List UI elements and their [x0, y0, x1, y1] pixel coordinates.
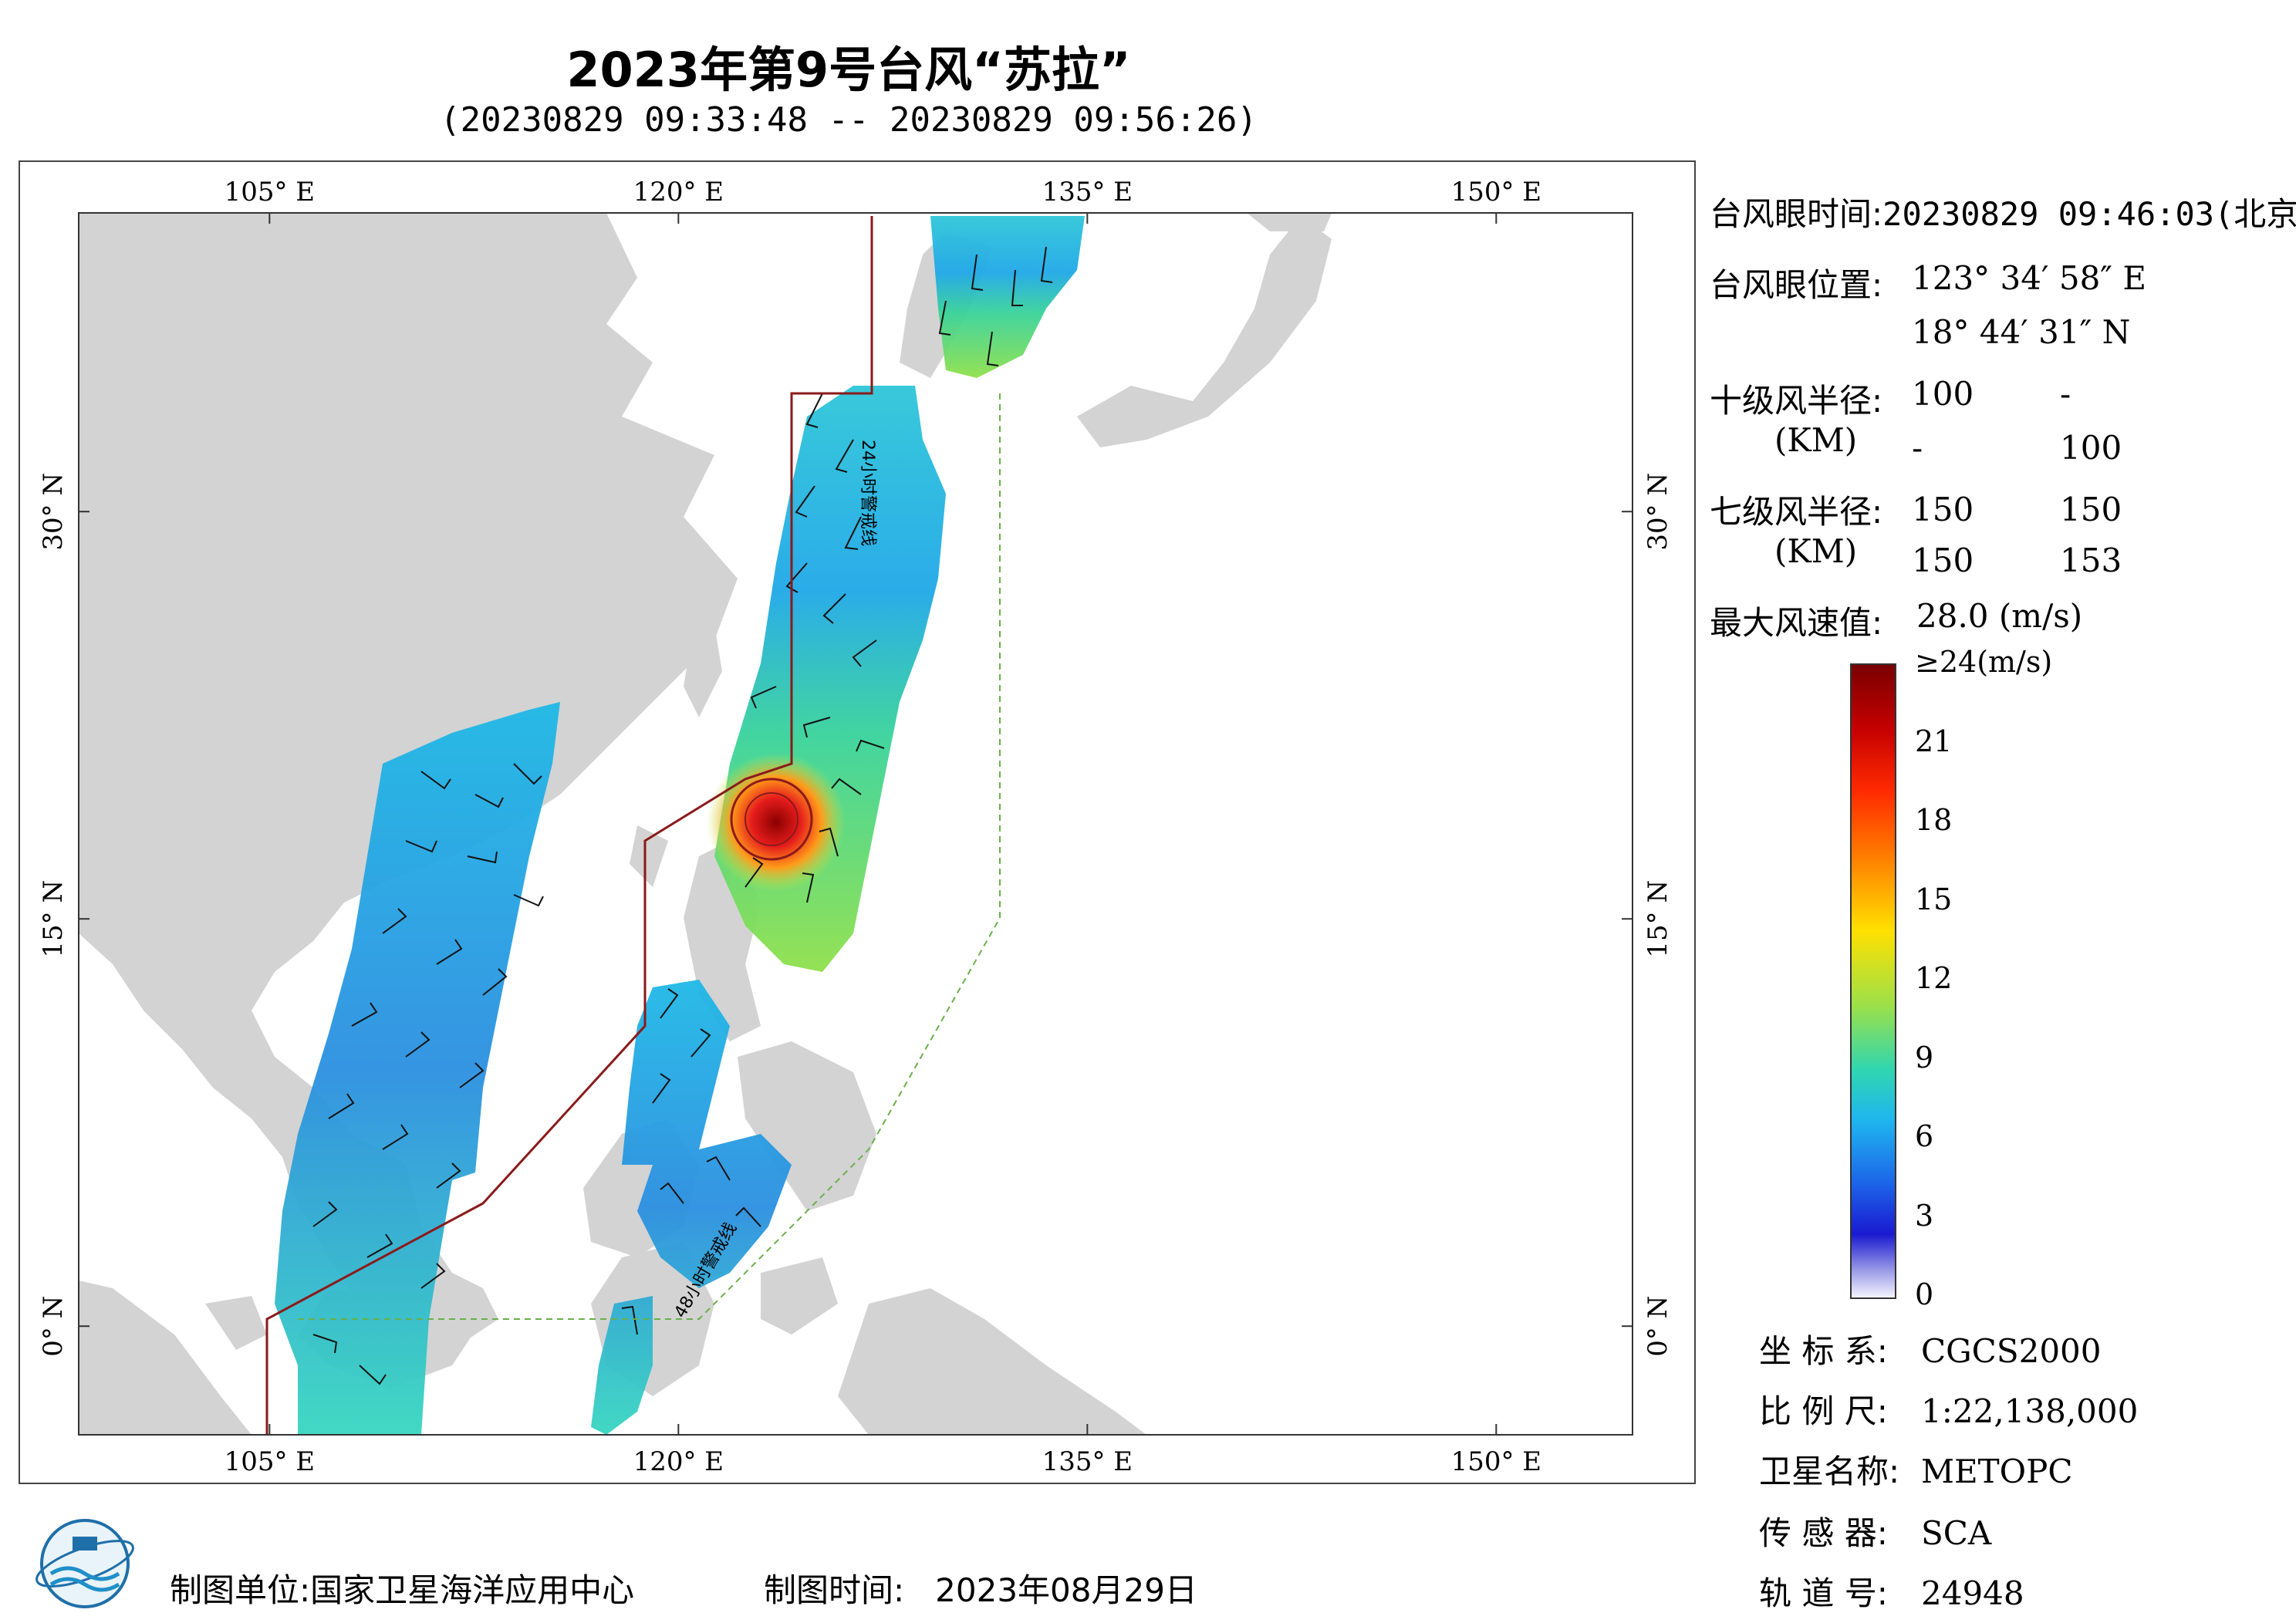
lat-label: 15° N	[1643, 880, 1673, 958]
r10-value-nw: 100	[2060, 429, 2122, 467]
r7-value-ne: 150	[1912, 491, 1974, 528]
sensor-label: 传 感 器:	[1759, 1514, 1888, 1552]
lon-label: 105° E	[225, 1446, 316, 1477]
axis-ticks	[79, 213, 1633, 1435]
plot-border	[78, 212, 1633, 1436]
eye-time-row: 台风眼时间:20230829 09:46:03(北京时)	[1710, 188, 2296, 235]
colorbar-label: 6	[1915, 1119, 1934, 1153]
sensor-value: SCA	[1921, 1514, 1992, 1552]
eye-lon-value: 123° 34′ 58″ E	[1912, 259, 2146, 297]
orbit-label: 轨 道 号:	[1759, 1574, 1888, 1612]
r10-value-ne: 100	[1912, 375, 1974, 413]
eye-pos-row: 台风眼位置:	[1710, 259, 1882, 306]
org-value: 国家卫星海洋应用中心	[310, 1571, 635, 1609]
warning-24h-label: 24小时警戒线	[858, 440, 877, 546]
wind-swath-west	[275, 702, 560, 1435]
orbit-value: 24948	[1921, 1574, 2024, 1612]
colorbar-label: 9	[1915, 1040, 1934, 1075]
satellite-label: 卫星名称:	[1759, 1453, 1900, 1490]
colorbar-label: 18	[1915, 803, 1953, 837]
colorbar-label: 21	[1915, 724, 1953, 758]
r7-value-sw: 150	[1912, 542, 1974, 579]
colorbar-label: ≥24(m/s)	[1915, 645, 2053, 679]
r7-value-se: 150	[2060, 491, 2122, 528]
warning-line-24h	[265, 216, 873, 1435]
footer-org: 制图单位:国家卫星海洋应用中心	[170, 1564, 634, 1611]
eye-lat-value: 18° 44′ 31″ N	[1912, 313, 2131, 351]
lon-label: 135° E	[1042, 177, 1133, 208]
scale-label: 比 例 尺:	[1759, 1392, 1888, 1430]
satellite-value: METOPC	[1921, 1453, 2073, 1490]
colorbar-label: 3	[1915, 1198, 1934, 1233]
max-wind-value: 28.0 (m/s)	[1916, 597, 2083, 635]
orbit-row: 轨 道 号: 24948	[1759, 1567, 2024, 1615]
colorbar-label: 15	[1915, 882, 1953, 916]
lat-label: 30° N	[38, 473, 69, 551]
coord-value: CGCS2000	[1921, 1332, 2102, 1370]
org-label: 制图单位:	[170, 1571, 311, 1609]
noc-logo-icon	[35, 1519, 134, 1608]
max-wind-label: 最大风速值:	[1710, 604, 1883, 642]
colorbar-label: 12	[1915, 961, 1953, 995]
axis-labels: 105° E 105° E 120° E 120° E 135° E 135° E 150°…	[38, 177, 1673, 1477]
wind-swath-south	[591, 980, 792, 1435]
wind-speed-colorbar	[1850, 663, 1896, 1299]
r10-unit: (KM)	[1774, 421, 1858, 459]
lat-label: 30° N	[1643, 473, 1673, 551]
typhoon-r10-circle	[745, 792, 799, 846]
r7-unit: (KM)	[1774, 532, 1858, 570]
lon-label: 150° E	[1451, 1446, 1542, 1477]
eye-time-label: 台风眼时间:	[1710, 195, 1883, 233]
map-title: 2023年第9号台风“苏拉”	[566, 42, 1131, 98]
date-value: 2023年08月29日	[935, 1571, 1197, 1609]
typhoon-eye-core	[707, 753, 846, 892]
lon-label: 120° E	[633, 177, 724, 208]
wind-swath-north	[930, 216, 1085, 378]
lon-label: 150° E	[1451, 177, 1542, 208]
map-frame: 24小时警戒线 48小时警戒线 105° E 105° E 120° E 120° E…	[19, 160, 1696, 1484]
coord-row: 坐 标 系: CGCS2000	[1759, 1325, 2101, 1372]
warning-line-48h	[298, 393, 1001, 1320]
r7-label: 七级风半径:	[1710, 493, 1883, 531]
lon-label: 120° E	[633, 1446, 724, 1477]
r10-label: 十级风半径:	[1710, 382, 1883, 420]
lat-label: 0° N	[1643, 1296, 1673, 1357]
coord-label: 坐 标 系:	[1759, 1332, 1888, 1370]
lon-label: 135° E	[1042, 1446, 1133, 1477]
typhoon-r7-circle	[730, 778, 813, 861]
scale-row: 比 例 尺: 1:22,138,000	[1759, 1385, 2138, 1432]
sensor-row: 传 感 器: SCA	[1759, 1507, 1991, 1554]
footer-date: 制图时间: 2023年08月29日	[764, 1564, 1197, 1611]
r10-value-sw: -	[1912, 429, 1923, 467]
eye-pos-label: 台风眼位置:	[1710, 266, 1883, 304]
satellite-row: 卫星名称: METOPC	[1759, 1446, 2073, 1493]
r10-value-se: -	[2060, 375, 2071, 413]
lon-label: 105° E	[225, 177, 316, 208]
lat-label: 0° N	[38, 1296, 69, 1357]
wind-barbs	[312, 246, 1053, 1385]
date-label: 制图时间:	[764, 1571, 905, 1609]
lat-label: 15° N	[38, 880, 69, 958]
r7-value-nw: 153	[2060, 542, 2122, 579]
colorbar-label: 0	[1915, 1277, 1934, 1311]
eye-time-value: 20230829 09:46:03(北京时)	[1882, 195, 2296, 233]
map-subtitle: (20230829 09:33:48 -- 20230829 09:56:26)	[440, 100, 1258, 140]
scale-value: 1:22,138,000	[1921, 1392, 2139, 1430]
